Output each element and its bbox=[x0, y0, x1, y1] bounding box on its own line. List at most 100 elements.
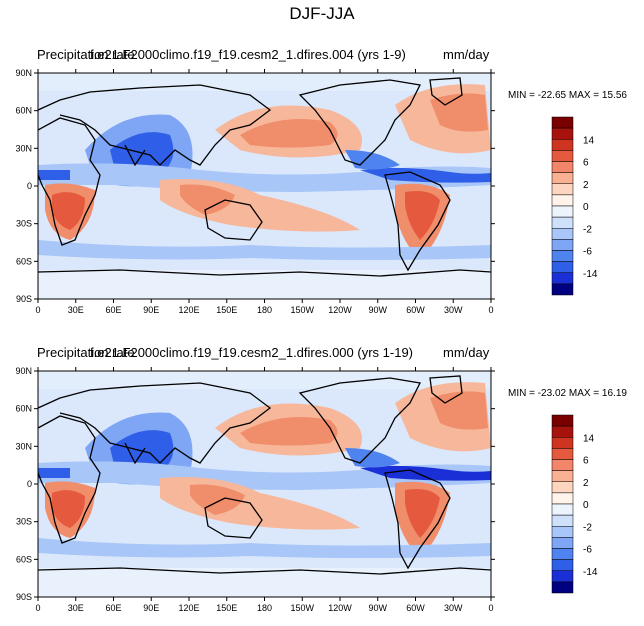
panel2-colorbar-box bbox=[551, 581, 574, 594]
panel2-title-center: f.e21.F2000climo.f19_f19.cesm2_1.dfires.… bbox=[90, 345, 414, 360]
panel1-lon-label: 150W bbox=[290, 305, 314, 315]
panel2-lat-label: 60S bbox=[16, 554, 32, 564]
panel2-min-max: MIN = -23.02 MAX = 16.19 bbox=[508, 388, 627, 399]
figure-title: DJF-JJA bbox=[289, 4, 355, 23]
panel1-lat-label: 90N bbox=[15, 68, 32, 78]
panel2-colorbar-box bbox=[551, 559, 574, 571]
panel2-colorbar-label: 14 bbox=[583, 433, 595, 444]
panel2-colorbar-label: 0 bbox=[583, 500, 589, 511]
panel2-lat-label: 30S bbox=[16, 517, 32, 527]
panel1-colorbar-box bbox=[551, 150, 574, 162]
panel1-lon-label: 180 bbox=[257, 305, 272, 315]
panel1-colorbar-label: -6 bbox=[583, 247, 592, 258]
panel1-colorbar-label: -14 bbox=[583, 269, 598, 280]
panel2-colorbar-box bbox=[551, 526, 574, 538]
panel1-colorbar-box bbox=[551, 139, 574, 151]
panel2-lon-label: 90E bbox=[143, 603, 159, 613]
panel1-colorbar-box bbox=[551, 272, 574, 285]
panel2-lon-label: 90W bbox=[368, 603, 387, 613]
panel2-colorbar-box bbox=[551, 470, 574, 482]
panel2-colorbar-box bbox=[551, 459, 574, 471]
panel1-lat-label: 30N bbox=[15, 143, 32, 153]
panel1-precip-field bbox=[38, 73, 491, 299]
panel2-colorbar-box bbox=[551, 414, 574, 427]
panel2-colorbar-box bbox=[551, 425, 574, 438]
panel2-lon-label: 30W bbox=[444, 603, 463, 613]
panel1-colorbar-box bbox=[551, 161, 574, 173]
panel1-lat-label: 60N bbox=[15, 106, 32, 116]
panel1-lon-label: 120E bbox=[178, 305, 199, 315]
panel2-colorbar-box bbox=[551, 437, 574, 449]
panel1-lat-label: 90S bbox=[16, 294, 32, 304]
panel1-colorbar-box bbox=[551, 127, 574, 140]
panel2-lat-label: 60N bbox=[15, 404, 32, 414]
panel1-colorbar-box bbox=[551, 283, 574, 296]
panel2-lon-label: 0 bbox=[35, 603, 40, 613]
panel1-colorbar-box bbox=[551, 261, 574, 273]
panel2-lat-label: 0 bbox=[27, 479, 32, 489]
panel2-precip-field bbox=[38, 371, 491, 597]
panel2-title-right: mm/day bbox=[443, 345, 490, 360]
panel1-lon-label: 90W bbox=[368, 305, 387, 315]
panel1-colorbar-label: 6 bbox=[583, 158, 589, 169]
panel2-colorbar-box bbox=[551, 492, 574, 505]
panel2-lat-label: 90N bbox=[15, 366, 32, 376]
panel1-coastlines bbox=[38, 77, 491, 277]
panel1-lon-label: 0 bbox=[488, 305, 493, 315]
panel1-title-center: f.e21.F2000climo.f19_f19.cesm2_1.dfires.… bbox=[90, 47, 406, 62]
panel1-title-right: mm/day bbox=[443, 47, 490, 62]
panel1-colorbar-box bbox=[551, 239, 574, 251]
panel1-title-left: Precipitation rate bbox=[37, 47, 135, 62]
panel1-lon-label: 0 bbox=[35, 305, 40, 315]
panel2-title-left: Precipitation rate bbox=[37, 345, 135, 360]
panel2-colorbar-label: -14 bbox=[583, 567, 598, 578]
panel2-colorbar-label: 2 bbox=[583, 478, 589, 489]
panel1-colorbar-box bbox=[551, 216, 574, 229]
panel2-colorbar-box bbox=[551, 448, 574, 460]
panel2-lon-label: 120E bbox=[178, 603, 199, 613]
panel2-lon-label: 0 bbox=[488, 603, 493, 613]
panel1-lon-label: 30E bbox=[68, 305, 84, 315]
panel1-colorbar-label: 2 bbox=[583, 180, 589, 191]
panel1-colorbar-box bbox=[551, 172, 574, 184]
panel1-colorbar-label: 0 bbox=[583, 202, 589, 213]
panel1-colorbar-box bbox=[551, 228, 574, 240]
panel2-colorbar-box bbox=[551, 514, 574, 527]
panel1-lon-label: 30W bbox=[444, 305, 463, 315]
panel2-colorbar: 14 6 2 0 -2 -6 -14 bbox=[551, 414, 598, 594]
panel1-lon-label: 90E bbox=[143, 305, 159, 315]
panel2-coastlines bbox=[38, 375, 491, 575]
panel2-lat-label: 30N bbox=[15, 441, 32, 451]
panel1-colorbar-label: -2 bbox=[583, 224, 592, 235]
panel1-colorbar-box bbox=[551, 183, 574, 196]
panel2-colorbar-label: -2 bbox=[583, 522, 592, 533]
panel1-lon-label: 120W bbox=[328, 305, 352, 315]
panel1-colorbar-label: 14 bbox=[583, 135, 595, 146]
panel1-lat-label: 30S bbox=[16, 219, 32, 229]
panel2-colorbar-box bbox=[551, 503, 574, 516]
panel1-colorbar-box bbox=[551, 194, 574, 207]
panel2-colorbar-box bbox=[551, 537, 574, 549]
panel1-colorbar-box bbox=[551, 205, 574, 218]
panel1-lon-label: 60W bbox=[406, 305, 425, 315]
panel1-colorbar-box bbox=[551, 116, 574, 129]
panel2-colorbar-label: 6 bbox=[583, 456, 589, 467]
panel1-colorbar-box bbox=[551, 250, 574, 262]
panel1-lat-label: 60S bbox=[16, 256, 32, 266]
panel1-lon-label: 60E bbox=[105, 305, 121, 315]
panel2-colorbar-box bbox=[551, 548, 574, 560]
panel2-colorbar-label: -6 bbox=[583, 545, 592, 556]
panel2-lon-label: 120W bbox=[328, 603, 352, 613]
panel1-min-max: MIN = -22.65 MAX = 15.56 bbox=[508, 90, 627, 101]
panel2-lon-label: 60W bbox=[406, 603, 425, 613]
panel1-lat-label: 0 bbox=[27, 181, 32, 191]
panel2-lon-label: 150W bbox=[290, 603, 314, 613]
panel2-lat-label: 90S bbox=[16, 592, 32, 602]
panel1-colorbar: 14 6 2 0 -2 -6 -14 bbox=[551, 116, 598, 296]
panel1-lon-label: 150E bbox=[216, 305, 237, 315]
